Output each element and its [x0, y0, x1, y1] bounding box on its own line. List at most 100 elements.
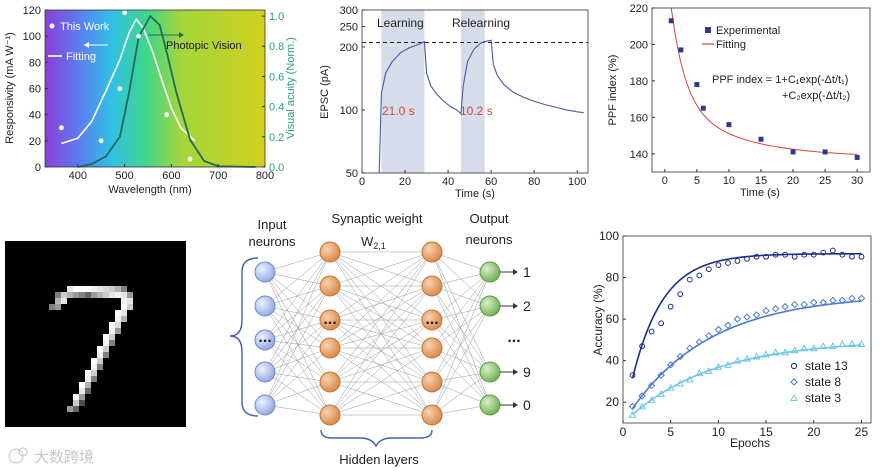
synapse-edge — [431, 251, 491, 406]
x-tick-label: 400 — [69, 170, 87, 182]
x-tick-label: 600 — [162, 170, 180, 182]
digit-pixel — [67, 292, 73, 298]
synapse-edge — [329, 319, 433, 383]
digit-pixel — [85, 382, 91, 388]
legend-marker-experimental — [705, 27, 711, 33]
data-point — [657, 371, 665, 379]
synapse-edge — [264, 371, 331, 383]
digit-pixel — [121, 298, 127, 304]
synapse-edge — [431, 305, 491, 416]
y2-tick-label: 0.2 — [269, 132, 284, 144]
synapse-edge — [264, 251, 331, 406]
accuracy-chart: 0 5 10 15 20 25 20 40 60 80 100 state 13 state 8 st… — [591, 229, 872, 450]
x-tick-label: 20 — [787, 175, 799, 187]
weight-symbol: W2,1 — [361, 234, 386, 251]
synapse-edge — [264, 285, 331, 341]
digit-pixel — [127, 292, 133, 298]
digit-pixel — [67, 406, 73, 412]
data-point — [686, 344, 694, 352]
data-point — [781, 348, 789, 356]
arrow-left-head — [84, 42, 89, 48]
data-point — [809, 344, 818, 352]
y-tick-label: 0 — [35, 162, 41, 174]
digit-pixel — [109, 292, 115, 298]
data-point — [666, 361, 675, 369]
hidden-neuron — [421, 241, 443, 263]
digit-pixel — [79, 400, 85, 406]
synapse-edge — [329, 251, 433, 321]
y-tick-label: 140 — [630, 149, 648, 161]
digit-pixel — [115, 316, 121, 322]
hidden-neuron — [421, 337, 443, 359]
y-tick-label: 160 — [630, 112, 648, 124]
data-point — [752, 311, 761, 319]
synapse-edge — [264, 271, 331, 349]
synapse-edge — [264, 271, 331, 416]
digit-pixel — [49, 304, 55, 310]
digit-pixel — [55, 292, 61, 298]
data-point — [790, 300, 799, 309]
input-neurons-label-2: neurons — [249, 234, 296, 249]
ellipsis: ... — [323, 311, 336, 328]
data-point — [726, 122, 732, 128]
legend-marker-this-work — [49, 23, 55, 29]
digit-pixel — [97, 364, 103, 370]
digit-pixel — [97, 286, 103, 292]
synapse-edge — [264, 305, 331, 416]
data-point — [848, 294, 856, 303]
digit-pixel — [61, 298, 67, 304]
x-tick-label: 20 — [807, 425, 821, 439]
digit-pixel — [103, 346, 109, 352]
data-point — [829, 342, 837, 350]
data-point — [810, 298, 818, 307]
watermark-logo-ring — [18, 447, 28, 457]
digit-pixel — [127, 304, 133, 310]
data-point — [849, 253, 855, 260]
data-point — [772, 251, 779, 258]
digit-pixel — [121, 310, 127, 316]
data-point — [744, 255, 750, 262]
y-axis-label: Responsivity (mA W⁻¹) — [4, 32, 16, 144]
digit-pixel — [103, 340, 109, 346]
arrow-right-head — [179, 32, 184, 38]
x-tick-label: 15 — [759, 425, 773, 439]
ppf-formula-line-1: PPF index = 1+C₁exp(-Δt/t₁) — [712, 74, 848, 86]
digit-pixel — [79, 394, 85, 400]
synapse-edge — [431, 319, 491, 406]
digit-pixel — [121, 286, 127, 292]
output-class-label: 0 — [523, 397, 531, 413]
x-axis-label: Wavelength (nm) — [108, 184, 191, 196]
phase-label-learning: Learning — [377, 16, 424, 30]
digit-pixel — [115, 328, 121, 334]
x-tick-label: 0 — [620, 425, 627, 439]
y-tick-label: 180 — [630, 76, 648, 88]
legend-this-work: This Work — [60, 21, 110, 33]
data-point — [638, 402, 646, 410]
data-point — [648, 328, 655, 335]
synapse-edge — [329, 251, 433, 349]
synapse-edge — [431, 271, 491, 321]
digit-pixel — [79, 382, 85, 388]
synapse-edge — [264, 305, 331, 349]
digit-pixel — [91, 364, 97, 370]
data-point — [705, 367, 713, 375]
synaptic-weight-label: Synaptic weight — [331, 211, 422, 226]
synapse-edge — [264, 339, 331, 349]
digit-pixel — [121, 316, 127, 322]
output-neurons-label-1: Output — [469, 211, 508, 226]
data-point — [724, 321, 732, 330]
x-tick-label: 15 — [755, 175, 767, 187]
data-point — [829, 247, 836, 254]
digit-pixel — [91, 286, 97, 292]
relearning-time-annotation: 10.2 s — [460, 104, 493, 118]
input-neurons-label-1: Input — [258, 217, 287, 232]
data-point — [136, 33, 142, 39]
data-point — [187, 156, 193, 162]
legend-fitting: Fitting — [66, 51, 96, 63]
synapse-edge — [264, 251, 331, 307]
output-class-label: 9 — [523, 364, 531, 380]
data-point — [628, 410, 637, 418]
digit-pixel — [73, 292, 79, 298]
hidden-neuron — [319, 275, 341, 297]
